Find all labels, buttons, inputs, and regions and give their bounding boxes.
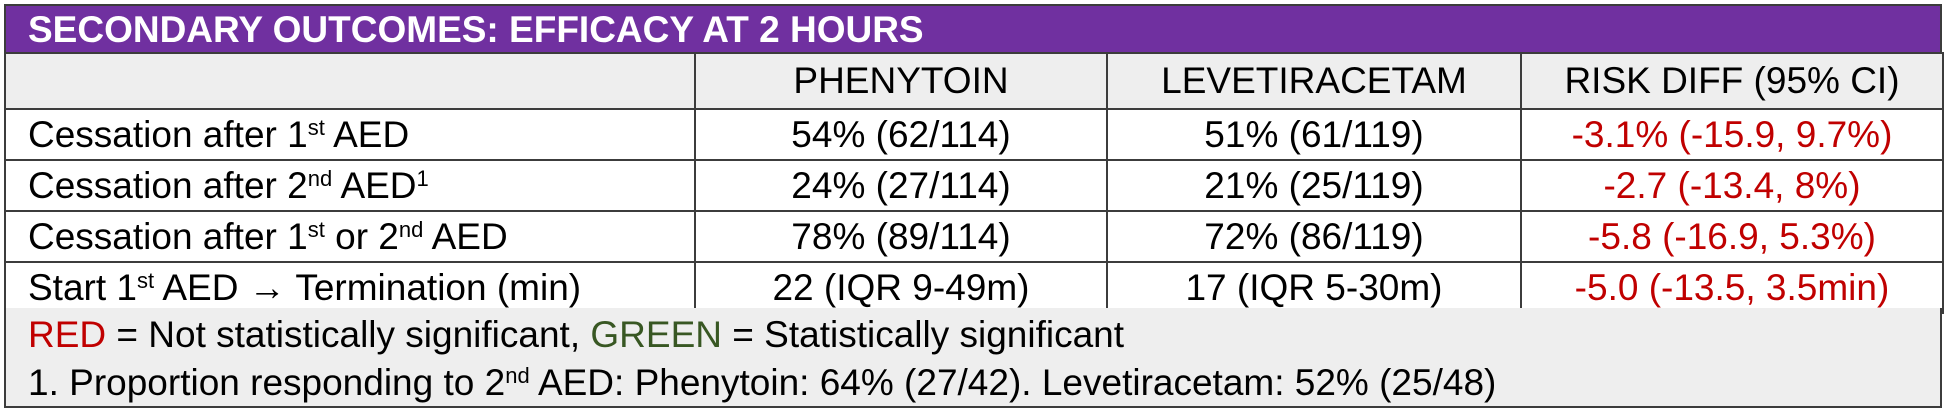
risk-diff-cell: -3.1% (-15.9, 9.7%) (1520, 108, 1944, 161)
table-title: SECONDARY OUTCOMES: EFFICACY AT 2 HOURS (4, 4, 1942, 52)
significance-legend: RED = Not statistically significant, GRE… (28, 314, 1124, 356)
levetiracetam-cell: 17 (IQR 5-30m) (1106, 261, 1522, 314)
header-phenytoin: PHENYTOIN (694, 52, 1108, 110)
phenytoin-cell: 22 (IQR 9-49m) (694, 261, 1108, 314)
table-row: Start 1st AED → Termination (min) 22 (IQ… (4, 261, 1944, 314)
phenytoin-cell: 54% (62/114) (694, 108, 1108, 161)
header-levetiracetam: LEVETIRACETAM (1106, 52, 1522, 110)
outcomes-table: PHENYTOIN LEVETIRACETAM RISK DIFF (95% C… (4, 52, 1944, 314)
levetiracetam-cell: 21% (25/119) (1106, 159, 1522, 212)
legend-red-word: RED (28, 314, 107, 355)
levetiracetam-cell: 72% (86/119) (1106, 210, 1522, 263)
footnote: 1. Proportion responding to 2nd AED: Phe… (28, 362, 1497, 403)
row-label: Start 1st AED → Termination (min) (4, 261, 696, 314)
legend-red-text: = Not statistically significant, (106, 314, 591, 355)
row-label: Cessation after 1st or 2nd AED (4, 210, 696, 263)
table-row: Cessation after 1st or 2nd AED 78% (89/1… (4, 210, 1944, 263)
header-blank (4, 52, 696, 110)
phenytoin-cell: 24% (27/114) (694, 159, 1108, 212)
risk-diff-cell: -2.7 (-13.4, 8%) (1520, 159, 1944, 212)
header-row: PHENYTOIN LEVETIRACETAM RISK DIFF (95% C… (4, 52, 1944, 110)
table-footer: RED = Not statistically significant, GRE… (4, 308, 1942, 408)
levetiracetam-cell: 51% (61/119) (1106, 108, 1522, 161)
row-label: Cessation after 2nd AED1 (4, 159, 696, 212)
table-row: Cessation after 2nd AED1 24% (27/114) 21… (4, 159, 1944, 212)
legend-green-word: GREEN (590, 314, 722, 355)
risk-diff-cell: -5.8 (-16.9, 5.3%) (1520, 210, 1944, 263)
risk-diff-cell: -5.0 (-13.5, 3.5min) (1520, 261, 1944, 314)
table-row: Cessation after 1st AED 54% (62/114) 51%… (4, 108, 1944, 161)
row-label: Cessation after 1st AED (4, 108, 696, 161)
phenytoin-cell: 78% (89/114) (694, 210, 1108, 263)
legend-green-text: = Statistically significant (721, 314, 1125, 355)
header-risk-diff: RISK DIFF (95% CI) (1520, 52, 1944, 110)
